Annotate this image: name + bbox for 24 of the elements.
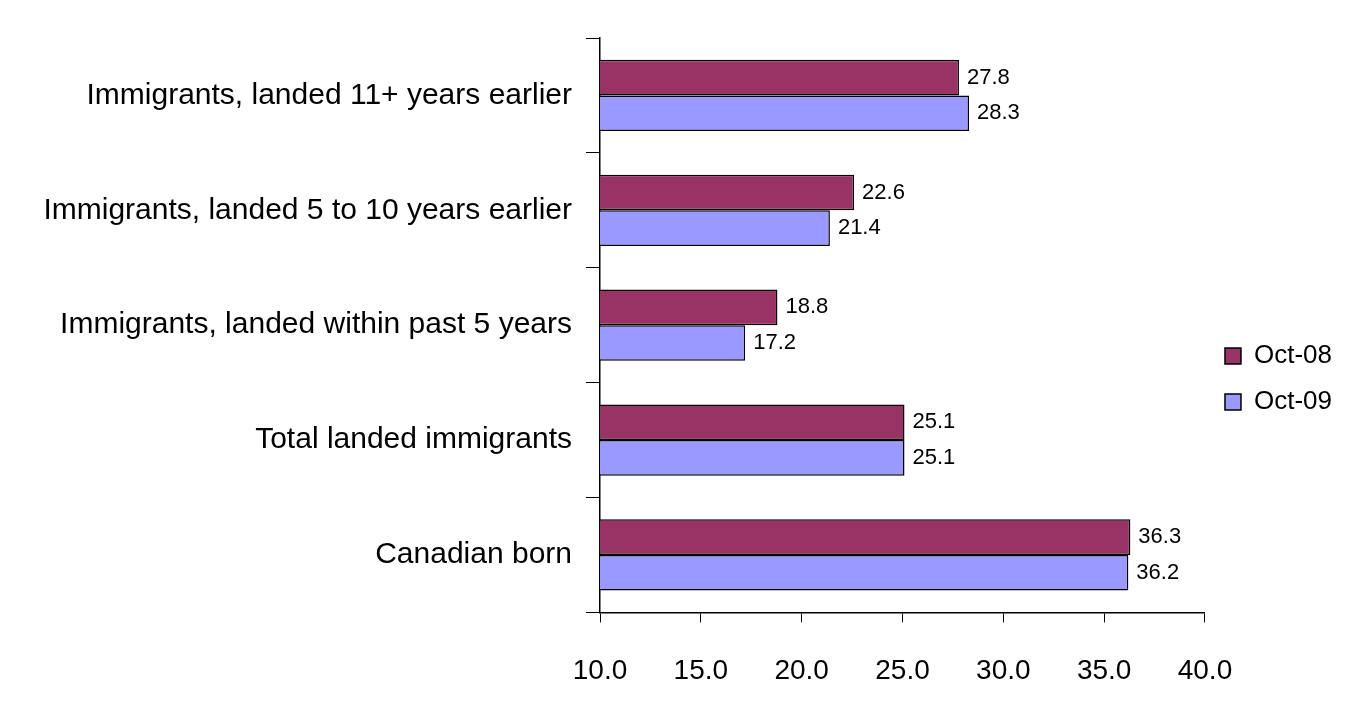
data-label: 21.4 [837, 214, 881, 240]
data-label: 25.1 [912, 408, 956, 434]
y-tick-label: Immigrants, landed within past 5 years [60, 306, 572, 340]
data-label: 22.6 [862, 178, 905, 204]
data-label: 25.1 [912, 443, 956, 469]
y-tick-label: Immigrants, landed 5 to 10 years earlier [43, 191, 572, 225]
legend-label: Oct-09 [1253, 385, 1333, 416]
x-tick-label: 15.0 [673, 653, 729, 685]
x-tick-label: 25.0 [875, 653, 930, 685]
x-tick-label: 10.0 [572, 653, 628, 685]
data-label: 36.2 [1136, 558, 1180, 584]
legend-label: Oct-08 [1253, 339, 1333, 370]
x-tick-label: 30.0 [976, 653, 1031, 685]
data-label: 28.3 [977, 99, 1020, 125]
x-tick-label: 20.0 [774, 653, 829, 685]
y-tick-label: Total landed immigrants [255, 421, 572, 455]
data-label: 27.8 [966, 63, 1010, 89]
data-label: 18.8 [785, 293, 829, 319]
x-tick-label: 40.0 [1177, 653, 1233, 685]
x-tick-label: 35.0 [1076, 653, 1132, 685]
y-tick-label: Canadian born [375, 536, 572, 570]
data-label: 36.3 [1138, 523, 1182, 549]
y-tick-label: Immigrants, landed 11+ years earlier [86, 76, 572, 110]
data-label: 17.2 [753, 329, 797, 355]
